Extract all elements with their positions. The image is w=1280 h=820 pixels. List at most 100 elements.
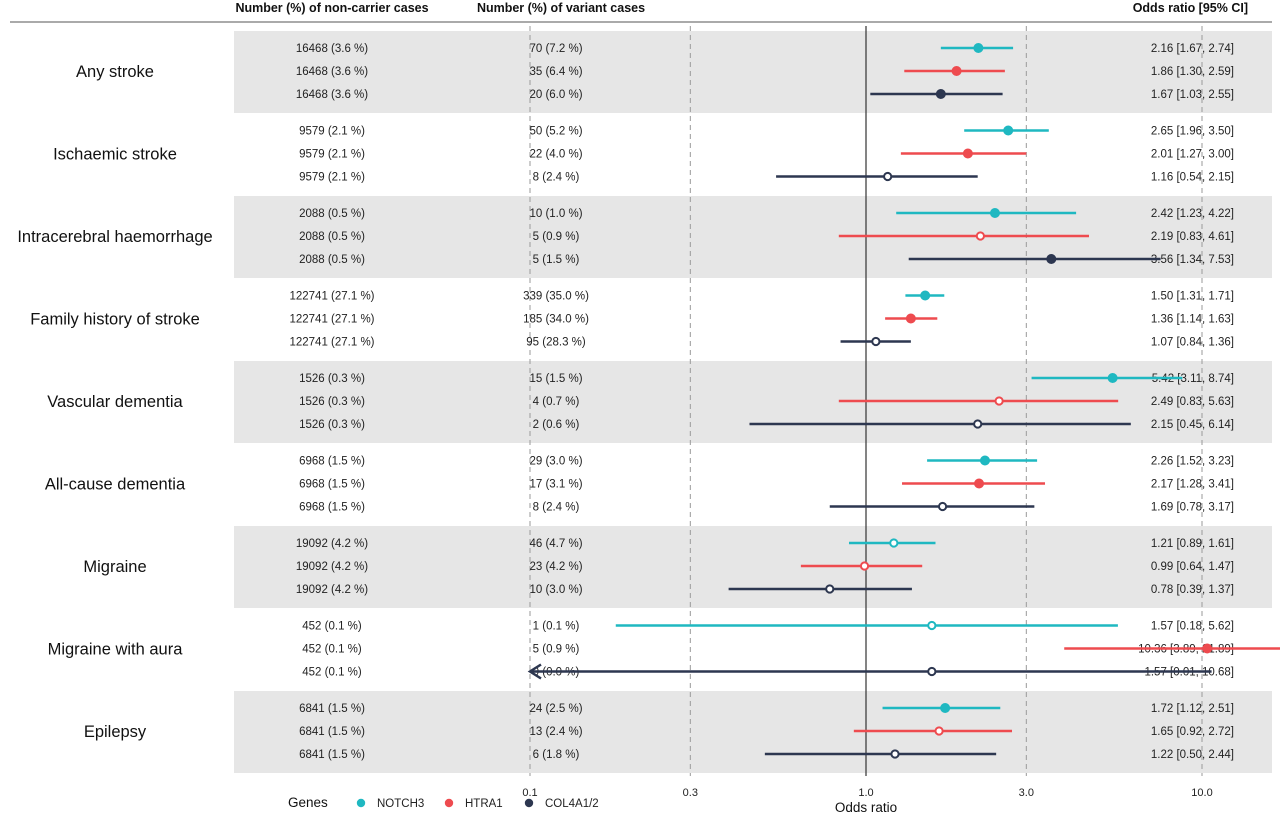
point-estimate bbox=[927, 620, 937, 631]
point-estimate bbox=[825, 584, 835, 594]
variant-cell: 17 (3.1 %) bbox=[529, 479, 582, 491]
variant-cell: 5 (0.9 %) bbox=[533, 644, 580, 656]
variant-cell: 95 (28.3 %) bbox=[526, 337, 586, 349]
odds-ratio-cell: 3.56 [1.34, 7.53] bbox=[1151, 254, 1234, 266]
odds-ratio-cell: 2.01 [1.27, 3.00] bbox=[1151, 149, 1234, 161]
point-estimate bbox=[973, 419, 983, 429]
header-noncarrier: Number (%) of non-carrier cases bbox=[235, 1, 428, 15]
odds-ratio-cell: 2.26 [1.52, 3.23] bbox=[1151, 456, 1234, 468]
variant-cell: 50 (5.2 %) bbox=[529, 126, 582, 138]
noncarrier-cell: 6841 (1.5 %) bbox=[299, 726, 365, 738]
point-estimate bbox=[940, 703, 951, 713]
legend-swatch bbox=[524, 798, 534, 808]
odds-ratio-cell: 1.65 [0.92, 2.72] bbox=[1151, 726, 1234, 738]
variant-cell: 1 (0.1 %) bbox=[533, 621, 580, 633]
odds-ratio-cell: 5.42 [3.11, 8.74] bbox=[1152, 373, 1234, 385]
x-tick-label: 0.3 bbox=[683, 787, 698, 799]
legend-label: COL4A1/2 bbox=[545, 798, 599, 810]
point-estimate bbox=[962, 148, 973, 159]
odds-ratio-cell: 0.78 [0.39, 1.37] bbox=[1151, 584, 1234, 596]
odds-ratio-cell: 1.07 [0.84, 1.36] bbox=[1151, 337, 1234, 349]
outcome-label: Migraine with aura bbox=[48, 641, 184, 659]
variant-cell: 6 (1.8 %) bbox=[533, 749, 580, 761]
odds-ratio-cell: 1.69 [0.78, 3.17] bbox=[1151, 502, 1234, 514]
noncarrier-cell: 19092 (4.2 %) bbox=[296, 584, 368, 596]
odds-ratio-cell: 1.72 [1.12, 2.51] bbox=[1151, 703, 1234, 715]
variant-cell: 4 (0.7 %) bbox=[533, 396, 580, 408]
variant-cell: 35 (6.4 %) bbox=[529, 66, 582, 78]
noncarrier-cell: 16468 (3.6 %) bbox=[296, 43, 368, 55]
noncarrier-cell: 16468 (3.6 %) bbox=[296, 89, 368, 101]
point-estimate bbox=[883, 171, 893, 182]
outcome-label: Ischaemic stroke bbox=[53, 146, 177, 164]
odds-ratio-cell: 2.65 [1.96, 3.50] bbox=[1151, 126, 1234, 138]
noncarrier-cell: 452 (0.1 %) bbox=[302, 644, 362, 656]
point-estimate bbox=[989, 208, 1000, 218]
noncarrier-cell: 19092 (4.2 %) bbox=[296, 538, 368, 550]
group-band bbox=[234, 31, 1272, 113]
noncarrier-cell: 6968 (1.5 %) bbox=[299, 479, 365, 491]
noncarrier-cell: 6841 (1.5 %) bbox=[299, 749, 365, 761]
point-estimate bbox=[974, 478, 985, 489]
point-estimate bbox=[920, 290, 931, 301]
variant-cell: 24 (2.5 %) bbox=[529, 703, 582, 715]
noncarrier-cell: 9579 (2.1 %) bbox=[299, 126, 365, 138]
point-estimate bbox=[1107, 373, 1118, 383]
variant-cell: 10 (1.0 %) bbox=[529, 208, 582, 220]
x-tick-label: 1.0 bbox=[858, 787, 873, 799]
odds-ratio-cell: 1.86 [1.30, 2.59] bbox=[1151, 66, 1234, 78]
noncarrier-cell: 9579 (2.1 %) bbox=[299, 172, 365, 184]
variant-cell: 70 (7.2 %) bbox=[529, 43, 582, 55]
point-estimate bbox=[935, 89, 946, 99]
variant-cell: 8 (2.4 %) bbox=[533, 172, 580, 184]
odds-ratio-cell: 1.16 [0.54, 2.15] bbox=[1151, 172, 1234, 184]
legend: Genes NOTCH3 HTRA1 COL4A1/2 bbox=[288, 795, 599, 810]
variant-cell: 2 (0.6 %) bbox=[533, 419, 580, 431]
outcome-label: All-cause dementia bbox=[45, 476, 186, 494]
legend-swatch bbox=[444, 798, 454, 808]
noncarrier-cell: 19092 (4.2 %) bbox=[296, 561, 368, 573]
outcome-label: Intracerebral haemorrhage bbox=[17, 228, 212, 246]
point-estimate bbox=[975, 231, 985, 241]
point-estimate bbox=[890, 749, 900, 759]
noncarrier-cell: 2088 (0.5 %) bbox=[299, 208, 365, 220]
point-estimate bbox=[979, 455, 990, 466]
variant-cell: 185 (34.0 %) bbox=[523, 314, 589, 326]
x-tick-label: 0.1 bbox=[522, 787, 537, 799]
odds-ratio-cell: 1.50 [1.31, 1.71] bbox=[1151, 291, 1234, 303]
marks bbox=[527, 43, 1280, 759]
noncarrier-cell: 9579 (2.1 %) bbox=[299, 149, 365, 161]
header-variant: Number (%) of variant cases bbox=[477, 1, 645, 15]
odds-ratio-cell: 2.16 [1.67, 2.74] bbox=[1151, 43, 1234, 55]
variant-cell: 5 (1.5 %) bbox=[533, 254, 580, 266]
variant-cell: 23 (4.2 %) bbox=[529, 561, 582, 573]
x-axis-label: Odds ratio bbox=[835, 800, 897, 815]
point-estimate bbox=[889, 538, 899, 548]
odds-ratio-cell: 1.36 [1.14, 1.63] bbox=[1151, 314, 1234, 326]
variant-cell: 10 (3.0 %) bbox=[529, 584, 582, 596]
point-estimate bbox=[1003, 125, 1014, 136]
point-estimate bbox=[1202, 643, 1213, 654]
header-odds-ratio: Odds ratio [95% CI] bbox=[1133, 1, 1248, 15]
group-band bbox=[234, 691, 1272, 773]
point-estimate bbox=[871, 336, 881, 347]
noncarrier-cell: 2088 (0.5 %) bbox=[299, 231, 365, 243]
group-band bbox=[234, 196, 1272, 278]
noncarrier-cell: 6968 (1.5 %) bbox=[299, 456, 365, 468]
legend-label: HTRA1 bbox=[465, 798, 503, 810]
noncarrier-cell: 452 (0.1 %) bbox=[302, 621, 362, 633]
outcome-label: Vascular dementia bbox=[47, 393, 183, 411]
odds-ratio-cell: 1.57 [0.18, 5.62] bbox=[1151, 621, 1234, 633]
noncarrier-cell: 1526 (0.3 %) bbox=[299, 419, 365, 431]
odds-ratio-cell: 2.19 [0.83, 4.61] bbox=[1151, 231, 1234, 243]
odds-ratio-cell: 1.67 [1.03, 2.55] bbox=[1151, 89, 1234, 101]
noncarrier-cell: 452 (0.1 %) bbox=[302, 667, 362, 679]
outcome-label: Epilepsy bbox=[84, 723, 147, 741]
ci-arrow bbox=[527, 663, 542, 680]
x-tick-label: 3.0 bbox=[1019, 787, 1034, 799]
variant-cell: 20 (6.0 %) bbox=[529, 89, 582, 101]
noncarrier-cell: 122741 (27.1 %) bbox=[289, 314, 374, 326]
variant-cell: 8 (2.4 %) bbox=[533, 502, 580, 514]
point-estimate bbox=[927, 666, 937, 677]
